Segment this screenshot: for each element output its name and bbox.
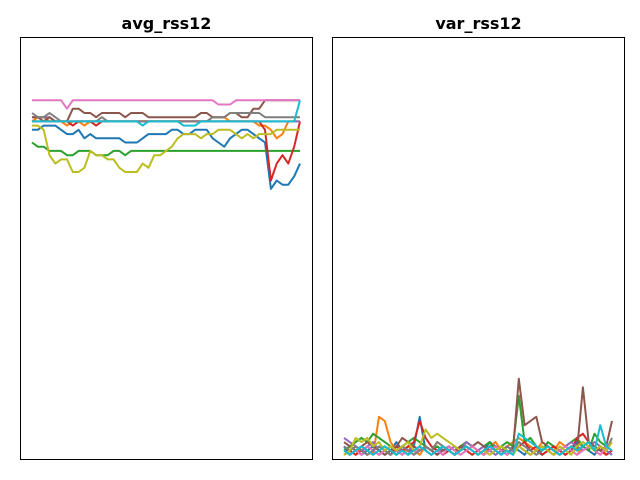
series-line-3	[31, 141, 300, 157]
axes-frame	[20, 37, 313, 460]
panel-var-rss12: var_rss12	[332, 14, 625, 460]
series-line-7	[32, 99, 300, 110]
series-line-10	[32, 100, 301, 127]
series-line-10	[343, 424, 613, 456]
series-line-9	[32, 124, 300, 173]
axes-frame	[332, 37, 625, 460]
chart-title: var_rss12	[435, 14, 521, 33]
series-line-2	[31, 116, 300, 140]
series-line-6	[32, 99, 300, 123]
plot-area	[343, 377, 613, 456]
panel-avg-rss12: avg_rss12	[20, 14, 313, 460]
plot-area	[31, 99, 301, 190]
chart-title: avg_rss12	[122, 14, 212, 33]
series-line-1	[32, 124, 301, 190]
